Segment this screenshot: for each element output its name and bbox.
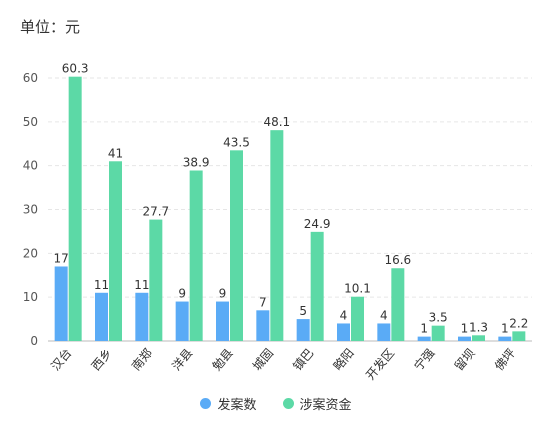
data-label-series-1: 9 bbox=[178, 287, 186, 301]
data-label-series-2: 38.9 bbox=[183, 155, 210, 169]
bar-series-1 bbox=[337, 323, 350, 341]
x-tick-label: 开发区 bbox=[362, 345, 397, 382]
data-label-series-1: 17 bbox=[54, 251, 69, 265]
data-label-series-2: 27.7 bbox=[142, 205, 169, 219]
y-tick-label: 10 bbox=[23, 290, 38, 304]
bar-series-1 bbox=[296, 319, 310, 341]
bar-series-1 bbox=[216, 301, 229, 341]
legend-item-series-2[interactable]: 涉案资金 bbox=[282, 394, 352, 413]
data-label-series-1: 1 bbox=[501, 322, 509, 336]
data-label-series-2: 16.6 bbox=[384, 253, 411, 267]
bar-series-2 bbox=[230, 150, 243, 341]
data-label-series-1: 7 bbox=[259, 295, 267, 309]
x-tick-label: 镇巴 bbox=[290, 346, 316, 373]
y-tick-label: 60 bbox=[23, 71, 38, 85]
bar-series-2 bbox=[68, 76, 82, 341]
data-label-series-1: 4 bbox=[380, 308, 388, 322]
x-tick-label: 留坝 bbox=[452, 346, 478, 373]
y-tick-label: 40 bbox=[23, 159, 38, 173]
legend-marker-series-1 bbox=[200, 398, 212, 409]
legend-item-series-1[interactable]: 发案数 bbox=[200, 394, 257, 413]
data-label-series-1: 1 bbox=[420, 322, 428, 336]
x-tick-label: 勉县 bbox=[210, 346, 236, 373]
bar-series-1 bbox=[417, 336, 431, 341]
bar-series-1 bbox=[498, 336, 512, 341]
data-label-series-2: 43.5 bbox=[223, 135, 250, 149]
data-label-series-2: 41 bbox=[108, 146, 123, 160]
bar-series-1 bbox=[54, 266, 68, 341]
data-label-series-2: 3.5 bbox=[429, 311, 448, 325]
y-tick-label: 20 bbox=[23, 246, 38, 260]
bar-series-2 bbox=[472, 335, 485, 341]
x-tick-label: 城固 bbox=[250, 346, 276, 373]
bar-series-2 bbox=[431, 325, 445, 341]
x-tick-label: 南郑 bbox=[128, 345, 155, 373]
unit-label: 单位：元 bbox=[20, 18, 81, 36]
y-tick-label: 50 bbox=[23, 115, 38, 129]
bar-series-1 bbox=[175, 301, 189, 341]
bar-series-1 bbox=[256, 310, 270, 341]
legend: 发案数 涉案资金 bbox=[0, 394, 552, 413]
data-label-series-2: 1.3 bbox=[469, 320, 488, 334]
data-label-series-1: 1 bbox=[461, 322, 469, 336]
bar-series-2 bbox=[109, 161, 122, 341]
bar-series-1 bbox=[135, 292, 149, 341]
data-label-series-1: 4 bbox=[340, 308, 348, 322]
data-label-series-2: 24.9 bbox=[304, 217, 331, 231]
data-label-series-1: 9 bbox=[219, 287, 227, 301]
bar-series-2 bbox=[512, 331, 526, 341]
bar-series-1 bbox=[95, 292, 108, 341]
x-tick-label: 西乡 bbox=[89, 346, 115, 373]
bar-series-1 bbox=[458, 336, 471, 341]
data-label-series-2: 2.2 bbox=[509, 316, 528, 330]
bar-series-2 bbox=[270, 130, 284, 341]
data-label-series-1: 11 bbox=[134, 278, 149, 292]
legend-marker-series-2 bbox=[282, 398, 294, 409]
bar-series-2 bbox=[189, 170, 203, 341]
bar-chart: 01020304050601760.3汉台1141西乡1127.7南郑938.9… bbox=[23, 62, 532, 383]
x-tick-label: 汉台 bbox=[48, 345, 75, 373]
bar-series-2 bbox=[351, 296, 364, 341]
bar-series-2 bbox=[310, 231, 324, 341]
bar-series-2 bbox=[391, 268, 405, 341]
x-tick-label: 洋县 bbox=[169, 345, 196, 373]
data-label-series-1: 11 bbox=[94, 278, 109, 292]
data-label-series-1: 5 bbox=[299, 304, 307, 318]
legend-label-series-1: 发案数 bbox=[217, 398, 257, 413]
x-tick-label: 略阳 bbox=[330, 345, 357, 373]
y-tick-label: 30 bbox=[23, 203, 38, 217]
bar-series-2 bbox=[149, 219, 163, 341]
data-label-series-2: 10.1 bbox=[344, 282, 371, 296]
bar-series-1 bbox=[377, 323, 391, 341]
x-tick-label: 宁强 bbox=[411, 345, 438, 373]
data-label-series-2: 60.3 bbox=[62, 62, 89, 76]
data-label-series-2: 48.1 bbox=[263, 115, 290, 129]
x-tick-label: 佛坪 bbox=[492, 346, 518, 373]
y-tick-label: 0 bbox=[30, 334, 38, 348]
legend-label-series-2: 涉案资金 bbox=[299, 398, 352, 413]
